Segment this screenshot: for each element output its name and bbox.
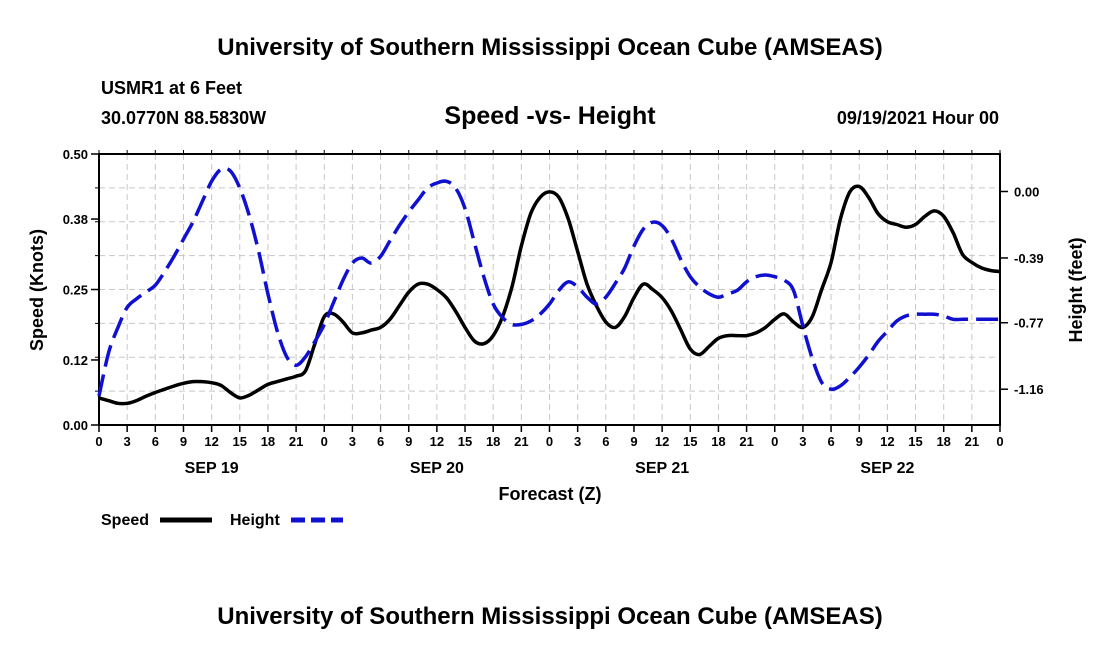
- x-tick-label: 6: [152, 434, 159, 449]
- y-right-tick-label: -0.77: [1014, 316, 1044, 331]
- x-tick-label: 12: [430, 434, 444, 449]
- x-tick-label: 6: [827, 434, 834, 449]
- y-right-tick-label: -0.39: [1014, 251, 1044, 266]
- x-tick-label: 21: [965, 434, 979, 449]
- x-tick-label: 21: [289, 434, 303, 449]
- x-date-label: SEP 22: [860, 460, 914, 477]
- axes: 0 3 6 9 12 15 18 21 0 3 6 9 12 15 18 21 0 3 6 9 12 15 18 21 0 3 6 9…: [63, 147, 1044, 477]
- x-tick-label: 0: [95, 434, 102, 449]
- y-right-tick-label: 0.00: [1014, 184, 1039, 199]
- y-left-tick-label: 0.12: [63, 353, 88, 368]
- x-tick-label: 9: [180, 434, 187, 449]
- x-tick-label: 3: [349, 434, 356, 449]
- speed-series-line: [98, 184, 1001, 406]
- height-series-line: [97, 166, 1000, 397]
- x-axis-label: Forecast (Z): [498, 484, 601, 504]
- x-tick-label: 15: [458, 434, 472, 449]
- x-tick-label: 3: [124, 434, 131, 449]
- x-tick-label: 21: [739, 434, 753, 449]
- x-tick-label: 15: [683, 434, 697, 449]
- x-tick-label: 12: [204, 434, 218, 449]
- x-tick-label: 12: [880, 434, 894, 449]
- run-time-label: 09/19/2021 Hour 00: [837, 108, 999, 128]
- series-lines: [97, 166, 1001, 406]
- x-tick-label: 15: [233, 434, 247, 449]
- legend-height-label: Height: [230, 512, 280, 529]
- x-date-label: SEP 20: [410, 460, 464, 477]
- x-tick-label: 18: [711, 434, 725, 449]
- x-tick-label: 21: [514, 434, 528, 449]
- y-left-tick-label: 0.50: [63, 147, 88, 162]
- x-tick-label: 0: [996, 434, 1003, 449]
- station-label: USMR1 at 6 Feet: [101, 78, 242, 98]
- coordinates-label: 30.0770N 88.5830W: [101, 108, 266, 128]
- chart-title: Speed -vs- Height: [444, 102, 656, 130]
- y-left-tick-label: 0.25: [63, 283, 88, 298]
- left-y-axis-label: Speed (Knots): [27, 229, 47, 351]
- x-tick-label: 12: [655, 434, 669, 449]
- x-tick-label: 9: [405, 434, 412, 449]
- x-tick-label: 9: [630, 434, 637, 449]
- x-tick-label: 6: [602, 434, 609, 449]
- x-tick-label: 6: [377, 434, 384, 449]
- x-tick-label: 0: [771, 434, 778, 449]
- y-right-tick-label: -1.16: [1014, 382, 1044, 397]
- x-tick-label: 18: [936, 434, 950, 449]
- x-tick-label: 18: [261, 434, 275, 449]
- x-tick-label: 3: [799, 434, 806, 449]
- x-tick-label: 15: [908, 434, 922, 449]
- x-tick-label: 9: [856, 434, 863, 449]
- legend: Speed Height: [101, 512, 343, 529]
- right-y-axis-label: Height (feet): [1066, 238, 1086, 343]
- x-tick-label: 3: [574, 434, 581, 449]
- x-tick-label: 0: [546, 434, 553, 449]
- x-tick-label: 0: [321, 434, 328, 449]
- grid-lines: [99, 154, 1000, 425]
- x-date-label: SEP 19: [185, 460, 239, 477]
- y-left-tick-label: 0.00: [63, 418, 88, 433]
- page-title: University of Southern Mississippi Ocean…: [217, 34, 882, 61]
- legend-speed-label: Speed: [101, 512, 149, 529]
- y-left-tick-label: 0.38: [63, 212, 88, 227]
- x-date-label: SEP 21: [635, 460, 689, 477]
- x-tick-label: 18: [486, 434, 500, 449]
- footer-title: University of Southern Mississippi Ocean…: [217, 603, 882, 630]
